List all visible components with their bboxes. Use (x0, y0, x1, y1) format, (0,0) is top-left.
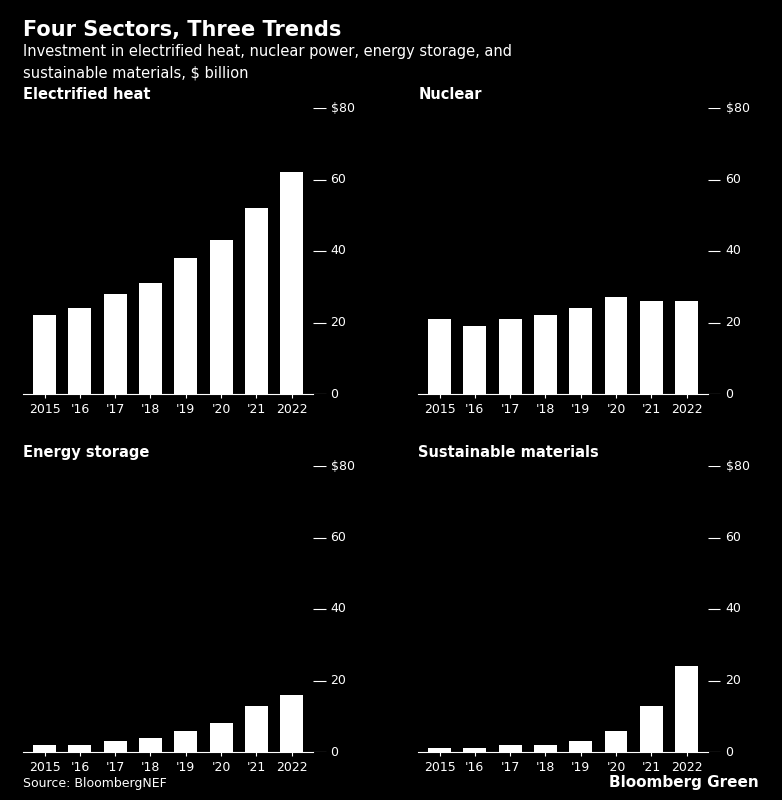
Text: Bloomberg Green: Bloomberg Green (609, 775, 759, 790)
Bar (104, 294, 127, 394)
Text: 0: 0 (726, 387, 734, 401)
Text: 0: 0 (331, 746, 339, 758)
Bar (569, 308, 592, 394)
Text: 60: 60 (726, 531, 741, 544)
Bar (534, 745, 557, 752)
Text: Investment in electrified heat, nuclear power, energy storage, and
sustainable m: Investment in electrified heat, nuclear … (23, 44, 512, 80)
Text: 60: 60 (331, 531, 346, 544)
Text: Nuclear: Nuclear (418, 86, 482, 102)
Bar (464, 326, 486, 394)
Bar (33, 315, 56, 394)
Text: 40: 40 (726, 245, 741, 258)
Bar (69, 308, 91, 394)
Bar (139, 283, 162, 394)
Bar (604, 730, 627, 752)
Text: 20: 20 (331, 674, 346, 687)
Text: 40: 40 (331, 245, 346, 258)
Text: Source: BloombergNEF: Source: BloombergNEF (23, 778, 167, 790)
Bar (245, 706, 267, 752)
Bar (174, 730, 197, 752)
Bar (464, 749, 486, 752)
Bar (640, 301, 662, 394)
Text: Energy storage: Energy storage (23, 445, 150, 459)
Bar (428, 749, 451, 752)
Bar (640, 706, 662, 752)
Bar (604, 298, 627, 394)
Text: 0: 0 (726, 746, 734, 758)
Text: Four Sectors, Three Trends: Four Sectors, Three Trends (23, 20, 342, 40)
Bar (280, 694, 303, 752)
Text: Sustainable materials: Sustainable materials (418, 445, 599, 459)
Text: $80: $80 (331, 459, 354, 473)
Text: 0: 0 (331, 387, 339, 401)
Text: 20: 20 (331, 316, 346, 329)
Bar (139, 738, 162, 752)
Text: 60: 60 (331, 173, 346, 186)
Text: 20: 20 (726, 674, 741, 687)
Text: 60: 60 (726, 173, 741, 186)
Bar (104, 742, 127, 752)
Bar (210, 240, 232, 394)
Text: $80: $80 (726, 102, 749, 114)
Bar (499, 745, 522, 752)
Bar (534, 315, 557, 394)
Text: 40: 40 (331, 602, 346, 615)
Text: Electrified heat: Electrified heat (23, 86, 151, 102)
Bar (499, 319, 522, 394)
Text: 20: 20 (726, 316, 741, 329)
Bar (675, 301, 698, 394)
Bar (280, 172, 303, 394)
Text: $80: $80 (726, 459, 749, 473)
Bar (174, 258, 197, 394)
Text: $80: $80 (331, 102, 354, 114)
Bar (33, 745, 56, 752)
Text: 40: 40 (726, 602, 741, 615)
Bar (428, 319, 451, 394)
Bar (69, 745, 91, 752)
Bar (569, 742, 592, 752)
Bar (210, 723, 232, 752)
Bar (675, 666, 698, 752)
Bar (245, 208, 267, 394)
